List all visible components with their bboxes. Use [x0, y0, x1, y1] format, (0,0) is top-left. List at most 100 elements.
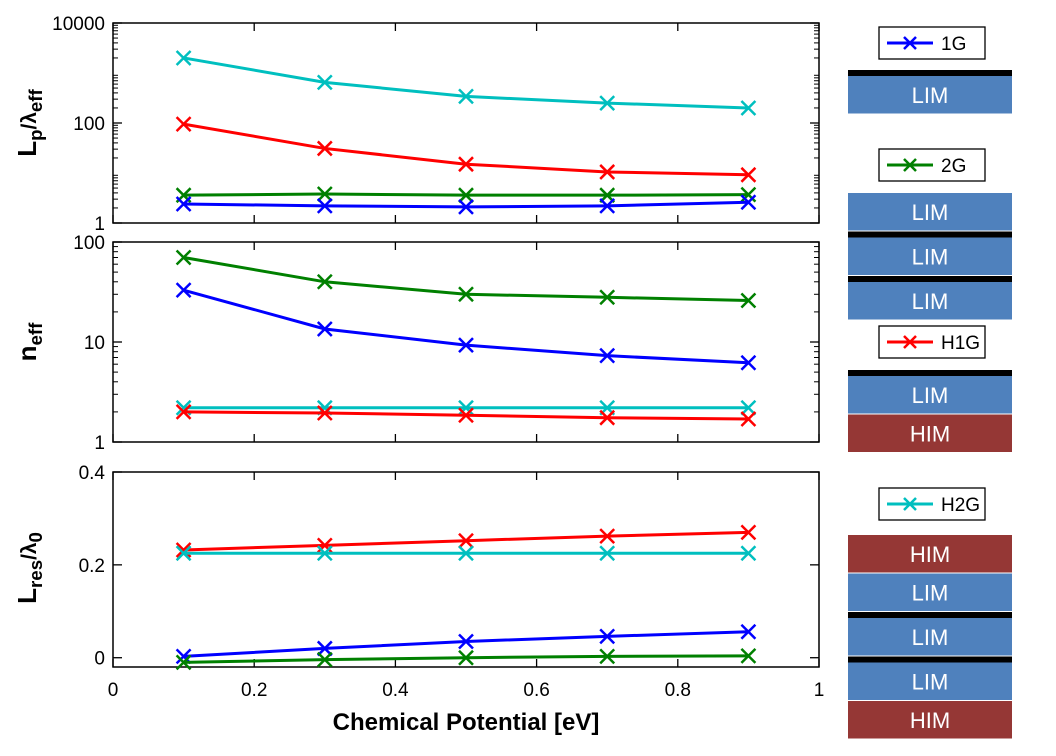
series-1G — [175, 282, 757, 371]
legend-block-2G: 2G LIM LIM LIM — [848, 148, 1012, 320]
legend-label: 2G — [941, 156, 966, 177]
data-point — [175, 654, 192, 671]
series-1G — [175, 194, 757, 215]
layer-LIM — [848, 282, 1012, 320]
data-point — [316, 545, 333, 562]
data-point — [599, 409, 616, 426]
y-tick-label: 10 — [84, 333, 105, 354]
layer-LIM — [848, 76, 1012, 114]
data-point — [599, 648, 616, 665]
data-point — [458, 633, 474, 650]
data-point — [740, 524, 757, 541]
data-point — [458, 545, 474, 562]
y-tick-label: 0.4 — [79, 463, 106, 484]
y-label-sub: eff — [25, 322, 46, 346]
y-axis-label: Lp/λeff — [12, 88, 46, 156]
legend-label: 1G — [941, 34, 966, 55]
data-point — [316, 405, 333, 421]
layer-label: HIM — [910, 708, 950, 733]
data-point — [740, 647, 757, 664]
data-point — [740, 399, 757, 416]
data-point — [316, 273, 333, 290]
data-point — [316, 651, 333, 668]
plot-panel-1: 1 100 10000 Lp/λeff — [12, 14, 820, 235]
y-tick-label: 100 — [73, 233, 105, 254]
legend-block-H2G: H2G HIM LIM LIM LIM HIM — [848, 487, 1012, 739]
x-tick-label: 1 — [814, 680, 825, 701]
y-label-sep: /λ — [18, 542, 41, 560]
data-point — [316, 140, 333, 157]
layer-HIM — [848, 535, 1012, 573]
data-point — [175, 282, 192, 299]
series-1G — [175, 623, 757, 665]
data-point — [316, 321, 333, 337]
data-point — [599, 289, 616, 306]
y-tick-label: 0 — [94, 649, 105, 670]
layer-label: LIM — [912, 383, 949, 408]
x-axis-label: Chemical Potential [eV] — [333, 709, 600, 736]
data-point — [740, 545, 757, 562]
data-point — [458, 88, 474, 105]
data-point — [175, 196, 192, 212]
legend-area: 1G LIM 2G LIM LIM LIM H1G LIM HIM H2G HIM LIM LIM LIM… — [848, 26, 1012, 739]
data-point — [740, 194, 757, 211]
data-point — [740, 100, 757, 116]
y-label-main: L — [12, 588, 42, 604]
data-point — [599, 528, 616, 544]
series-2G — [175, 249, 757, 309]
data-point — [740, 623, 757, 640]
graphene-layer — [848, 276, 1012, 282]
data-point — [458, 407, 474, 424]
data-point — [175, 404, 192, 420]
series-2G — [175, 647, 757, 671]
layer-label: LIM — [912, 83, 949, 108]
x-tick-label: 0 — [108, 680, 119, 701]
y-label-sub: eff — [25, 88, 46, 112]
series-H2G — [175, 399, 757, 416]
x-tick-label: 0.8 — [665, 680, 691, 701]
axes-box — [112, 22, 820, 224]
series-H1G — [175, 404, 757, 427]
layer-label: LIM — [912, 289, 949, 314]
y-label-main: n — [12, 345, 42, 361]
layer-label: LIM — [912, 244, 949, 269]
x-tick-label: 0.4 — [382, 680, 409, 701]
layer-LIM — [848, 376, 1012, 414]
layer-LIM — [848, 193, 1012, 231]
data-point — [599, 545, 616, 562]
y-label-sub: p — [25, 129, 46, 140]
data-point — [458, 649, 474, 666]
layer-LIM — [848, 573, 1012, 611]
layer-LIM — [848, 618, 1012, 656]
layer-label: HIM — [910, 542, 950, 567]
graphene-layer — [848, 231, 1012, 238]
layer-LIM — [848, 237, 1012, 275]
layer-label: LIM — [912, 669, 949, 694]
data-point — [599, 197, 616, 214]
y-axis-label: neff — [12, 322, 46, 362]
data-point — [599, 628, 616, 645]
data-point — [599, 95, 616, 111]
data-point — [599, 347, 616, 364]
graphene-layer — [848, 656, 1012, 663]
data-point — [458, 286, 474, 303]
y-tick-label: 1 — [94, 433, 105, 454]
layer-label: LIM — [912, 200, 949, 225]
data-point — [740, 411, 757, 427]
data-point — [458, 399, 474, 416]
layer-HIM — [848, 414, 1012, 452]
layer-label: HIM — [910, 421, 950, 446]
data-point — [175, 545, 192, 562]
y-tick-label: 0.2 — [79, 556, 105, 577]
y-tick-label: 100 — [73, 114, 105, 135]
series-H2G — [175, 545, 757, 562]
graphene-layer — [848, 70, 1012, 76]
data-point — [316, 186, 333, 202]
series-H1G — [175, 116, 757, 183]
x-tick-label: 0.6 — [523, 680, 549, 701]
y-label-sub: 0 — [25, 532, 46, 542]
legend-marker — [903, 158, 917, 172]
data-point — [458, 532, 474, 549]
data-point — [740, 354, 757, 371]
